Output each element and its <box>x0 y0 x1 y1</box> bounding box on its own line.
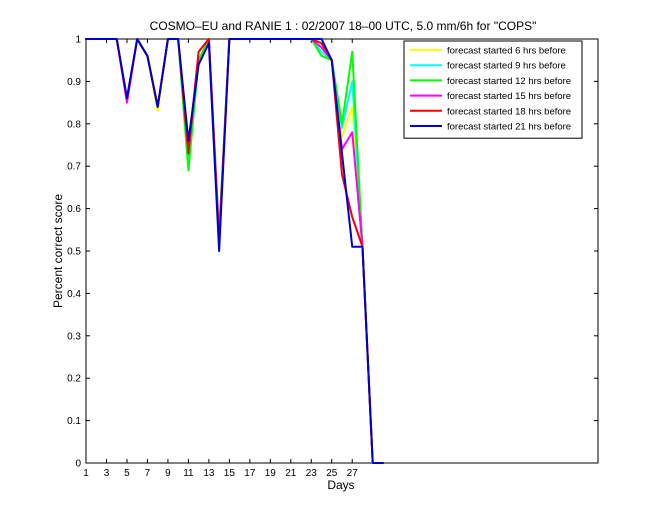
legend-box <box>403 40 583 139</box>
y-tick-label: 0.5 <box>67 247 81 258</box>
y-tick-label: 0.6 <box>67 204 81 215</box>
legend-label-1: forecast started 6 hrs before <box>447 46 566 57</box>
y-axis-label: Percent correct score <box>51 194 65 308</box>
x-tick-label: 13 <box>203 468 215 479</box>
y-tick-label: 0.9 <box>67 77 81 88</box>
x-tick-label: 27 <box>347 468 359 479</box>
x-tick-label: 9 <box>165 468 171 479</box>
x-tick-label: 21 <box>285 468 297 479</box>
x-tick-label: 23 <box>306 468 318 479</box>
x-tick-label: 11 <box>183 468 194 479</box>
x-tick-label: 3 <box>104 468 110 479</box>
legend-label-2: forecast started 9 hrs before <box>447 61 566 72</box>
legend-label-3: forecast started 12 hrs before <box>447 76 571 87</box>
y-tick-label: 0.3 <box>67 331 81 342</box>
y-tick-label: 0.7 <box>67 162 81 173</box>
y-tick-label: 0.2 <box>67 374 81 385</box>
x-axis-label: Days <box>327 478 354 492</box>
y-tick-label: 0.1 <box>67 416 81 427</box>
x-tick-label: 19 <box>265 468 277 479</box>
y-tick-label: 0.8 <box>67 119 81 130</box>
y-tick-label: 1 <box>75 35 81 46</box>
x-tick-label: 15 <box>224 468 236 479</box>
x-tick-label: 17 <box>244 468 256 479</box>
legend: forecast started 6 hrs before forecast st… <box>403 40 583 139</box>
legend-label-5: forecast started 18 hrs before <box>447 106 571 117</box>
x-tick-label: 5 <box>124 468 130 479</box>
legend-label-6: forecast started 21 hrs before <box>447 122 571 133</box>
y-tick-label: 0.4 <box>67 289 81 300</box>
chart-title: COSMO–EU and RANIE 1 : 02/2007 18–00 UTC… <box>150 19 537 33</box>
x-tick-label: 7 <box>145 468 151 479</box>
series-line-6 <box>85 38 384 464</box>
x-tick-label: 1 <box>83 468 89 479</box>
x-tick-label: 25 <box>326 468 338 479</box>
legend-label-4: forecast started 15 hrs before <box>447 91 571 102</box>
y-tick-label: 0 <box>75 459 81 470</box>
